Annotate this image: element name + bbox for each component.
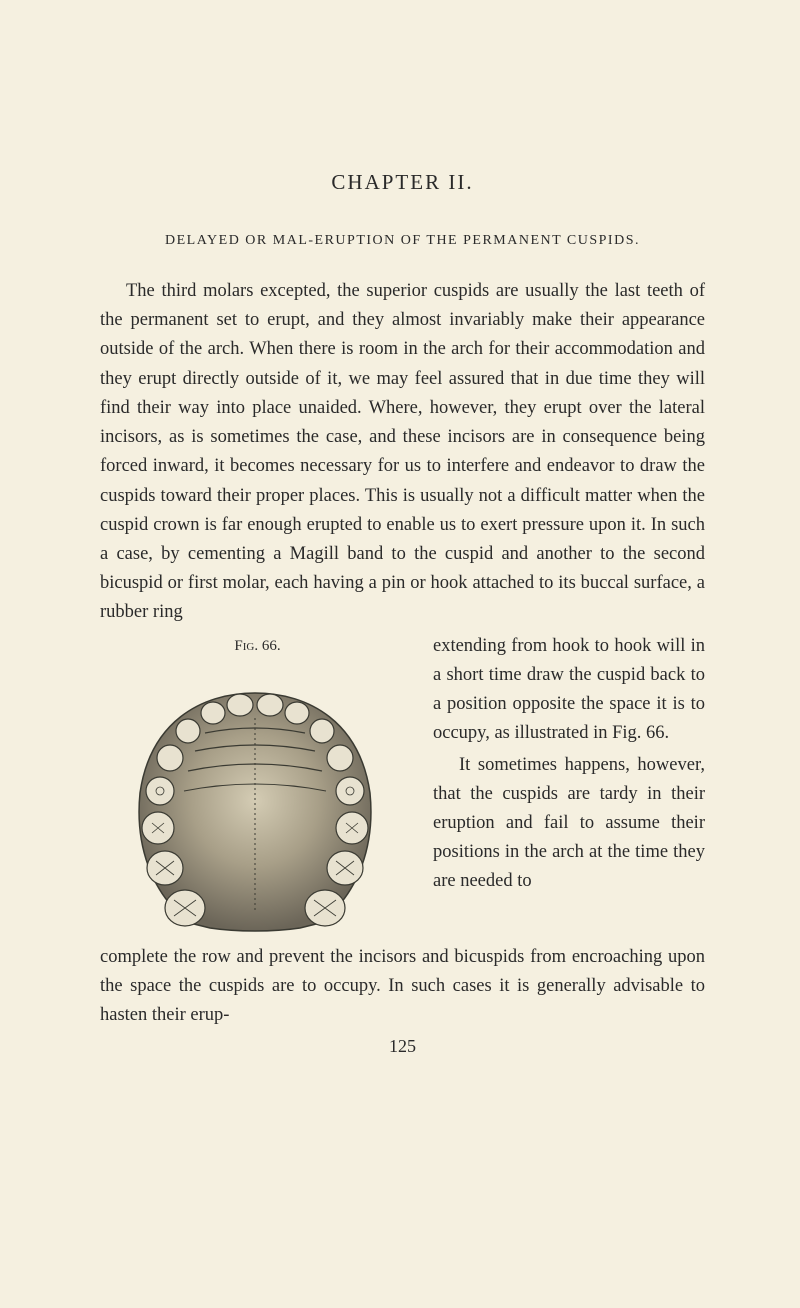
chapter-heading: CHAPTER II. (100, 170, 705, 195)
page-number: 125 (100, 1036, 705, 1057)
dental-palate-illustration (100, 663, 410, 943)
figure-block: Fig. 66. (100, 638, 415, 943)
paragraph-4-continuation: complete the row and prevent the incisor… (100, 943, 705, 1031)
figure-label: Fig. 66. (100, 638, 415, 655)
section-heading: DELAYED OR MAL-ERUPTION OF THE PERMANENT… (100, 233, 705, 249)
paragraph-1: The third molars excepted, the superior … (100, 277, 705, 628)
figure-text-wrap: Fig. 66. (100, 632, 705, 943)
